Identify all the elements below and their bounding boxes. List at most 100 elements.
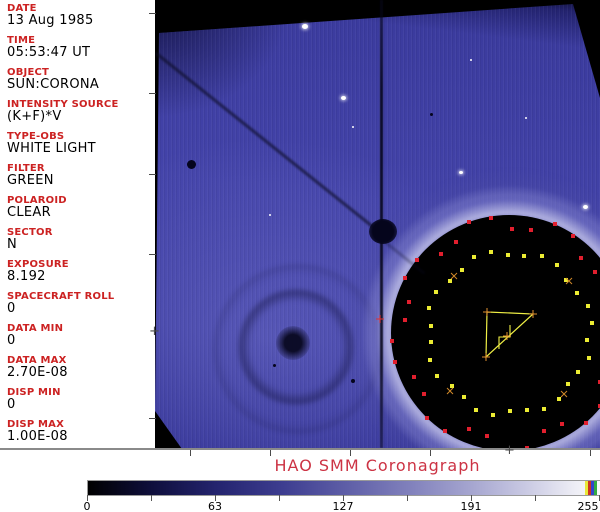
yellow-fiducial-dot [427, 306, 432, 311]
field-label: DATE [7, 3, 37, 14]
colorbar-tick [407, 495, 408, 501]
yellow-fiducial-dot [586, 303, 591, 308]
metadata-field: POLAROID CLEAR [7, 195, 155, 220]
yellow-fiducial-dot [488, 249, 493, 254]
yellow-fiducial-dot [554, 262, 559, 267]
yellow-fiducial-dot [524, 407, 529, 412]
coronagraph-image-canvas[interactable] [155, 0, 600, 448]
yellow-fiducial-dot [490, 412, 495, 417]
colorbar-tick [535, 495, 536, 501]
field-value: WHITE LIGHT [7, 141, 96, 156]
colorbar-tick-label: 127 [332, 500, 354, 512]
image-frame-border [0, 448, 600, 450]
bottom-edge-tick [190, 450, 191, 456]
red-fiducial-dot [598, 379, 600, 384]
star-speck [470, 59, 472, 61]
cross-fiducial [565, 277, 573, 285]
star-speck [583, 205, 588, 209]
field-label: DATA MAX [7, 355, 67, 366]
yellow-fiducial-dot [427, 357, 432, 362]
colorbar-tick [343, 495, 344, 501]
field-label: EXPOSURE [7, 259, 69, 270]
colorbar-tick [279, 495, 280, 501]
yellow-fiducial-dot [474, 407, 479, 412]
field-value: SUN:CORONA [7, 77, 100, 92]
red-fiducial-dot [466, 426, 471, 431]
red-fiducial-dot [412, 374, 417, 379]
yellow-fiducial-dot [539, 254, 544, 259]
bottom-edge-tick [350, 450, 351, 456]
colorbar-tick-label: 255 [577, 500, 599, 512]
plus-fiducial [376, 315, 384, 323]
yellow-fiducial-dot [449, 384, 454, 389]
red-fiducial-dot [467, 220, 472, 225]
yellow-fiducial-dot [434, 290, 439, 295]
yellow-fiducial-dot [576, 369, 581, 374]
plus-fiducial [482, 353, 490, 361]
field-label: TIME [7, 35, 36, 46]
red-fiducial-dot [403, 318, 408, 323]
yellow-fiducial-dot [461, 395, 466, 400]
red-fiducial-dot [529, 228, 534, 232]
fiducial-overlay [376, 272, 573, 398]
red-fiducial-dot [593, 269, 598, 274]
star-speck [459, 171, 463, 174]
left-edge-tick [149, 418, 156, 419]
dust-speck [273, 364, 276, 367]
yellow-fiducial-dot [584, 338, 589, 343]
metadata-field: DATA MIN 0 [7, 323, 155, 348]
left-edge-tick [149, 13, 156, 14]
cross-fiducial [450, 272, 458, 280]
yellow-fiducial-dot [505, 252, 510, 257]
star-speck [341, 96, 346, 100]
dust-speck [430, 113, 433, 116]
yellow-fiducial-dot [428, 323, 433, 328]
metadata-panel: DATE 13 Aug 1985 TIME 05:53:47 UT OBJECT SUN:… [0, 0, 155, 448]
calibration-polygon-step [498, 325, 511, 349]
cross-fiducial [560, 390, 568, 398]
field-value: GREEN [7, 173, 54, 188]
yellow-fiducial-dot [589, 321, 594, 326]
metadata-field: DATA MAX 2.70E-08 [7, 355, 155, 380]
field-value: (K+F)*V [7, 109, 62, 124]
red-fiducial-dot [442, 428, 447, 433]
metadata-field: FILTER GREEN [7, 163, 155, 188]
red-fiducial-dot [403, 275, 408, 280]
red-fiducial-dot [425, 415, 430, 420]
star-speck [525, 117, 527, 119]
field-value: 2.70E-08 [7, 365, 68, 380]
red-fiducial-dot [560, 422, 565, 427]
red-fiducial-dot [488, 215, 493, 220]
yellow-fiducial-dot [587, 355, 592, 360]
field-value: 0 [7, 397, 16, 412]
red-fiducial-dot [541, 428, 546, 433]
yellow-fiducial-dot [471, 255, 476, 260]
ghost-spot [276, 326, 310, 360]
colorbar-tick-label: 0 [83, 500, 91, 512]
intensity-colorbar [87, 480, 600, 496]
field-value: N [7, 237, 18, 252]
plot-title: HAO SMM Coronagraph [274, 456, 481, 475]
yellow-fiducial-dot [574, 290, 579, 295]
field-label: DISP MAX [7, 419, 65, 430]
yellow-fiducial-dot [556, 397, 561, 402]
dust-speck [351, 379, 355, 383]
red-fiducial-dot [584, 420, 589, 425]
red-fiducial-dot [421, 391, 426, 396]
colorbar-tick [471, 495, 472, 501]
left-edge-tick [149, 93, 156, 94]
star-speck [269, 214, 271, 216]
left-edge-tick [149, 254, 156, 255]
metadata-field: TYPE-OBS WHITE LIGHT [7, 131, 155, 156]
metadata-field: EXPOSURE 8.192 [7, 259, 155, 284]
red-fiducial-dot [525, 446, 530, 448]
red-fiducial-dot [454, 240, 459, 245]
field-value: 13 Aug 1985 [7, 13, 94, 28]
colormap-marker-stripe [591, 481, 594, 495]
bottom-edge-plus: + [504, 443, 515, 458]
field-value: CLEAR [7, 205, 51, 220]
red-fiducial-dot [407, 299, 412, 304]
colorbar-tick [215, 495, 216, 501]
star-speck [302, 24, 308, 29]
field-label: OBJECT [7, 67, 50, 78]
